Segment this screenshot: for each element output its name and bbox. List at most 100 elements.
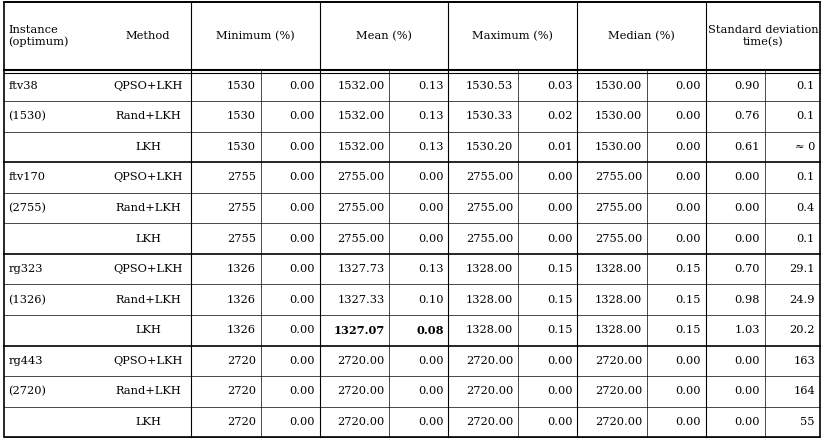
Text: 0.10: 0.10: [418, 295, 443, 305]
Text: Standard deviation
time(s): Standard deviation time(s): [708, 26, 818, 47]
Text: ftv170: ftv170: [8, 172, 45, 183]
Text: QPSO+LKH: QPSO+LKH: [113, 356, 183, 366]
Text: 24.9: 24.9: [789, 295, 815, 305]
Text: QPSO+LKH: QPSO+LKH: [113, 264, 183, 274]
Text: 1328.00: 1328.00: [595, 295, 642, 305]
Text: 1328.00: 1328.00: [595, 264, 642, 274]
Text: 20.2: 20.2: [789, 325, 815, 335]
Text: LKH: LKH: [135, 325, 161, 335]
Text: 1326: 1326: [227, 264, 255, 274]
Text: 2720: 2720: [227, 417, 255, 427]
Text: 1530.20: 1530.20: [466, 142, 513, 152]
Text: 1532.00: 1532.00: [337, 111, 385, 121]
Text: 0.13: 0.13: [418, 81, 443, 91]
Text: 0.03: 0.03: [547, 81, 573, 91]
Text: 0.00: 0.00: [418, 172, 443, 183]
Text: 1530.33: 1530.33: [466, 111, 513, 121]
Text: 0.00: 0.00: [547, 234, 573, 244]
Text: 0.00: 0.00: [289, 142, 315, 152]
Text: 1530: 1530: [227, 142, 255, 152]
Text: 0.00: 0.00: [676, 356, 701, 366]
Text: Rand+LKH: Rand+LKH: [115, 203, 180, 213]
Text: 2720.00: 2720.00: [466, 417, 513, 427]
Text: 0.01: 0.01: [547, 142, 573, 152]
Text: 0.13: 0.13: [418, 264, 443, 274]
Text: 2755: 2755: [227, 172, 255, 183]
Text: 1530.53: 1530.53: [466, 81, 513, 91]
Text: 0.00: 0.00: [289, 325, 315, 335]
Text: 0.00: 0.00: [676, 234, 701, 244]
Text: 0.00: 0.00: [289, 234, 315, 244]
Text: ≈ 0: ≈ 0: [794, 142, 815, 152]
Text: Mean (%): Mean (%): [356, 31, 412, 41]
Text: (1326): (1326): [8, 295, 46, 305]
Text: Rand+LKH: Rand+LKH: [115, 386, 180, 396]
Text: 0.00: 0.00: [547, 386, 573, 396]
Text: Rand+LKH: Rand+LKH: [115, 295, 180, 305]
Text: 0.00: 0.00: [676, 81, 701, 91]
Text: QPSO+LKH: QPSO+LKH: [113, 81, 183, 91]
Text: 0.15: 0.15: [547, 264, 573, 274]
Text: 0.00: 0.00: [289, 203, 315, 213]
Text: 0.00: 0.00: [676, 172, 701, 183]
Text: 2755.00: 2755.00: [595, 172, 642, 183]
Text: 2720.00: 2720.00: [466, 356, 513, 366]
Text: 0.70: 0.70: [735, 264, 761, 274]
Text: 0.13: 0.13: [418, 111, 443, 121]
Text: 2720.00: 2720.00: [466, 386, 513, 396]
Text: 0.00: 0.00: [676, 417, 701, 427]
Text: 2755: 2755: [227, 203, 255, 213]
Text: 0.00: 0.00: [676, 111, 701, 121]
Text: Rand+LKH: Rand+LKH: [115, 111, 180, 121]
Text: 1532.00: 1532.00: [337, 142, 385, 152]
Text: 0.00: 0.00: [289, 356, 315, 366]
Text: 1327.33: 1327.33: [337, 295, 385, 305]
Text: 0.15: 0.15: [676, 325, 701, 335]
Text: 0.00: 0.00: [418, 386, 443, 396]
Text: 0.00: 0.00: [418, 356, 443, 366]
Text: 29.1: 29.1: [789, 264, 815, 274]
Text: 0.00: 0.00: [735, 203, 761, 213]
Text: 0.13: 0.13: [418, 142, 443, 152]
Text: 0.90: 0.90: [735, 81, 761, 91]
Text: 0.00: 0.00: [289, 386, 315, 396]
Text: 1326: 1326: [227, 295, 255, 305]
Text: 0.00: 0.00: [735, 172, 761, 183]
Text: LKH: LKH: [135, 142, 161, 152]
Text: 1326: 1326: [227, 325, 255, 335]
Text: 0.00: 0.00: [289, 81, 315, 91]
Text: 0.00: 0.00: [735, 417, 761, 427]
Text: 2720.00: 2720.00: [337, 417, 385, 427]
Text: 0.98: 0.98: [735, 295, 761, 305]
Text: 1328.00: 1328.00: [595, 325, 642, 335]
Text: 2755.00: 2755.00: [337, 203, 385, 213]
Text: 0.15: 0.15: [547, 325, 573, 335]
Text: 2720: 2720: [227, 356, 255, 366]
Text: 0.1: 0.1: [797, 234, 815, 244]
Text: 0.00: 0.00: [418, 417, 443, 427]
Text: Median (%): Median (%): [608, 31, 675, 41]
Text: 0.61: 0.61: [735, 142, 761, 152]
Text: 0.00: 0.00: [676, 386, 701, 396]
Text: 1328.00: 1328.00: [466, 325, 513, 335]
Text: 2755.00: 2755.00: [337, 172, 385, 183]
Text: 1530: 1530: [227, 111, 255, 121]
Text: 2755: 2755: [227, 234, 255, 244]
Text: 1530.00: 1530.00: [595, 111, 642, 121]
Text: 0.00: 0.00: [547, 203, 573, 213]
Text: 1328.00: 1328.00: [466, 295, 513, 305]
Text: 0.00: 0.00: [676, 142, 701, 152]
Text: 0.1: 0.1: [797, 81, 815, 91]
Text: 2720.00: 2720.00: [595, 386, 642, 396]
Text: Instance
(optimum): Instance (optimum): [8, 25, 68, 48]
Text: 55: 55: [800, 417, 815, 427]
Text: 2755.00: 2755.00: [595, 234, 642, 244]
Text: rg443: rg443: [8, 356, 43, 366]
Text: 0.00: 0.00: [547, 356, 573, 366]
Text: (1530): (1530): [8, 111, 46, 121]
Text: 0.15: 0.15: [676, 264, 701, 274]
Text: 2720.00: 2720.00: [595, 356, 642, 366]
Text: 0.00: 0.00: [289, 417, 315, 427]
Text: 0.00: 0.00: [289, 172, 315, 183]
Text: Maximum (%): Maximum (%): [472, 31, 554, 41]
